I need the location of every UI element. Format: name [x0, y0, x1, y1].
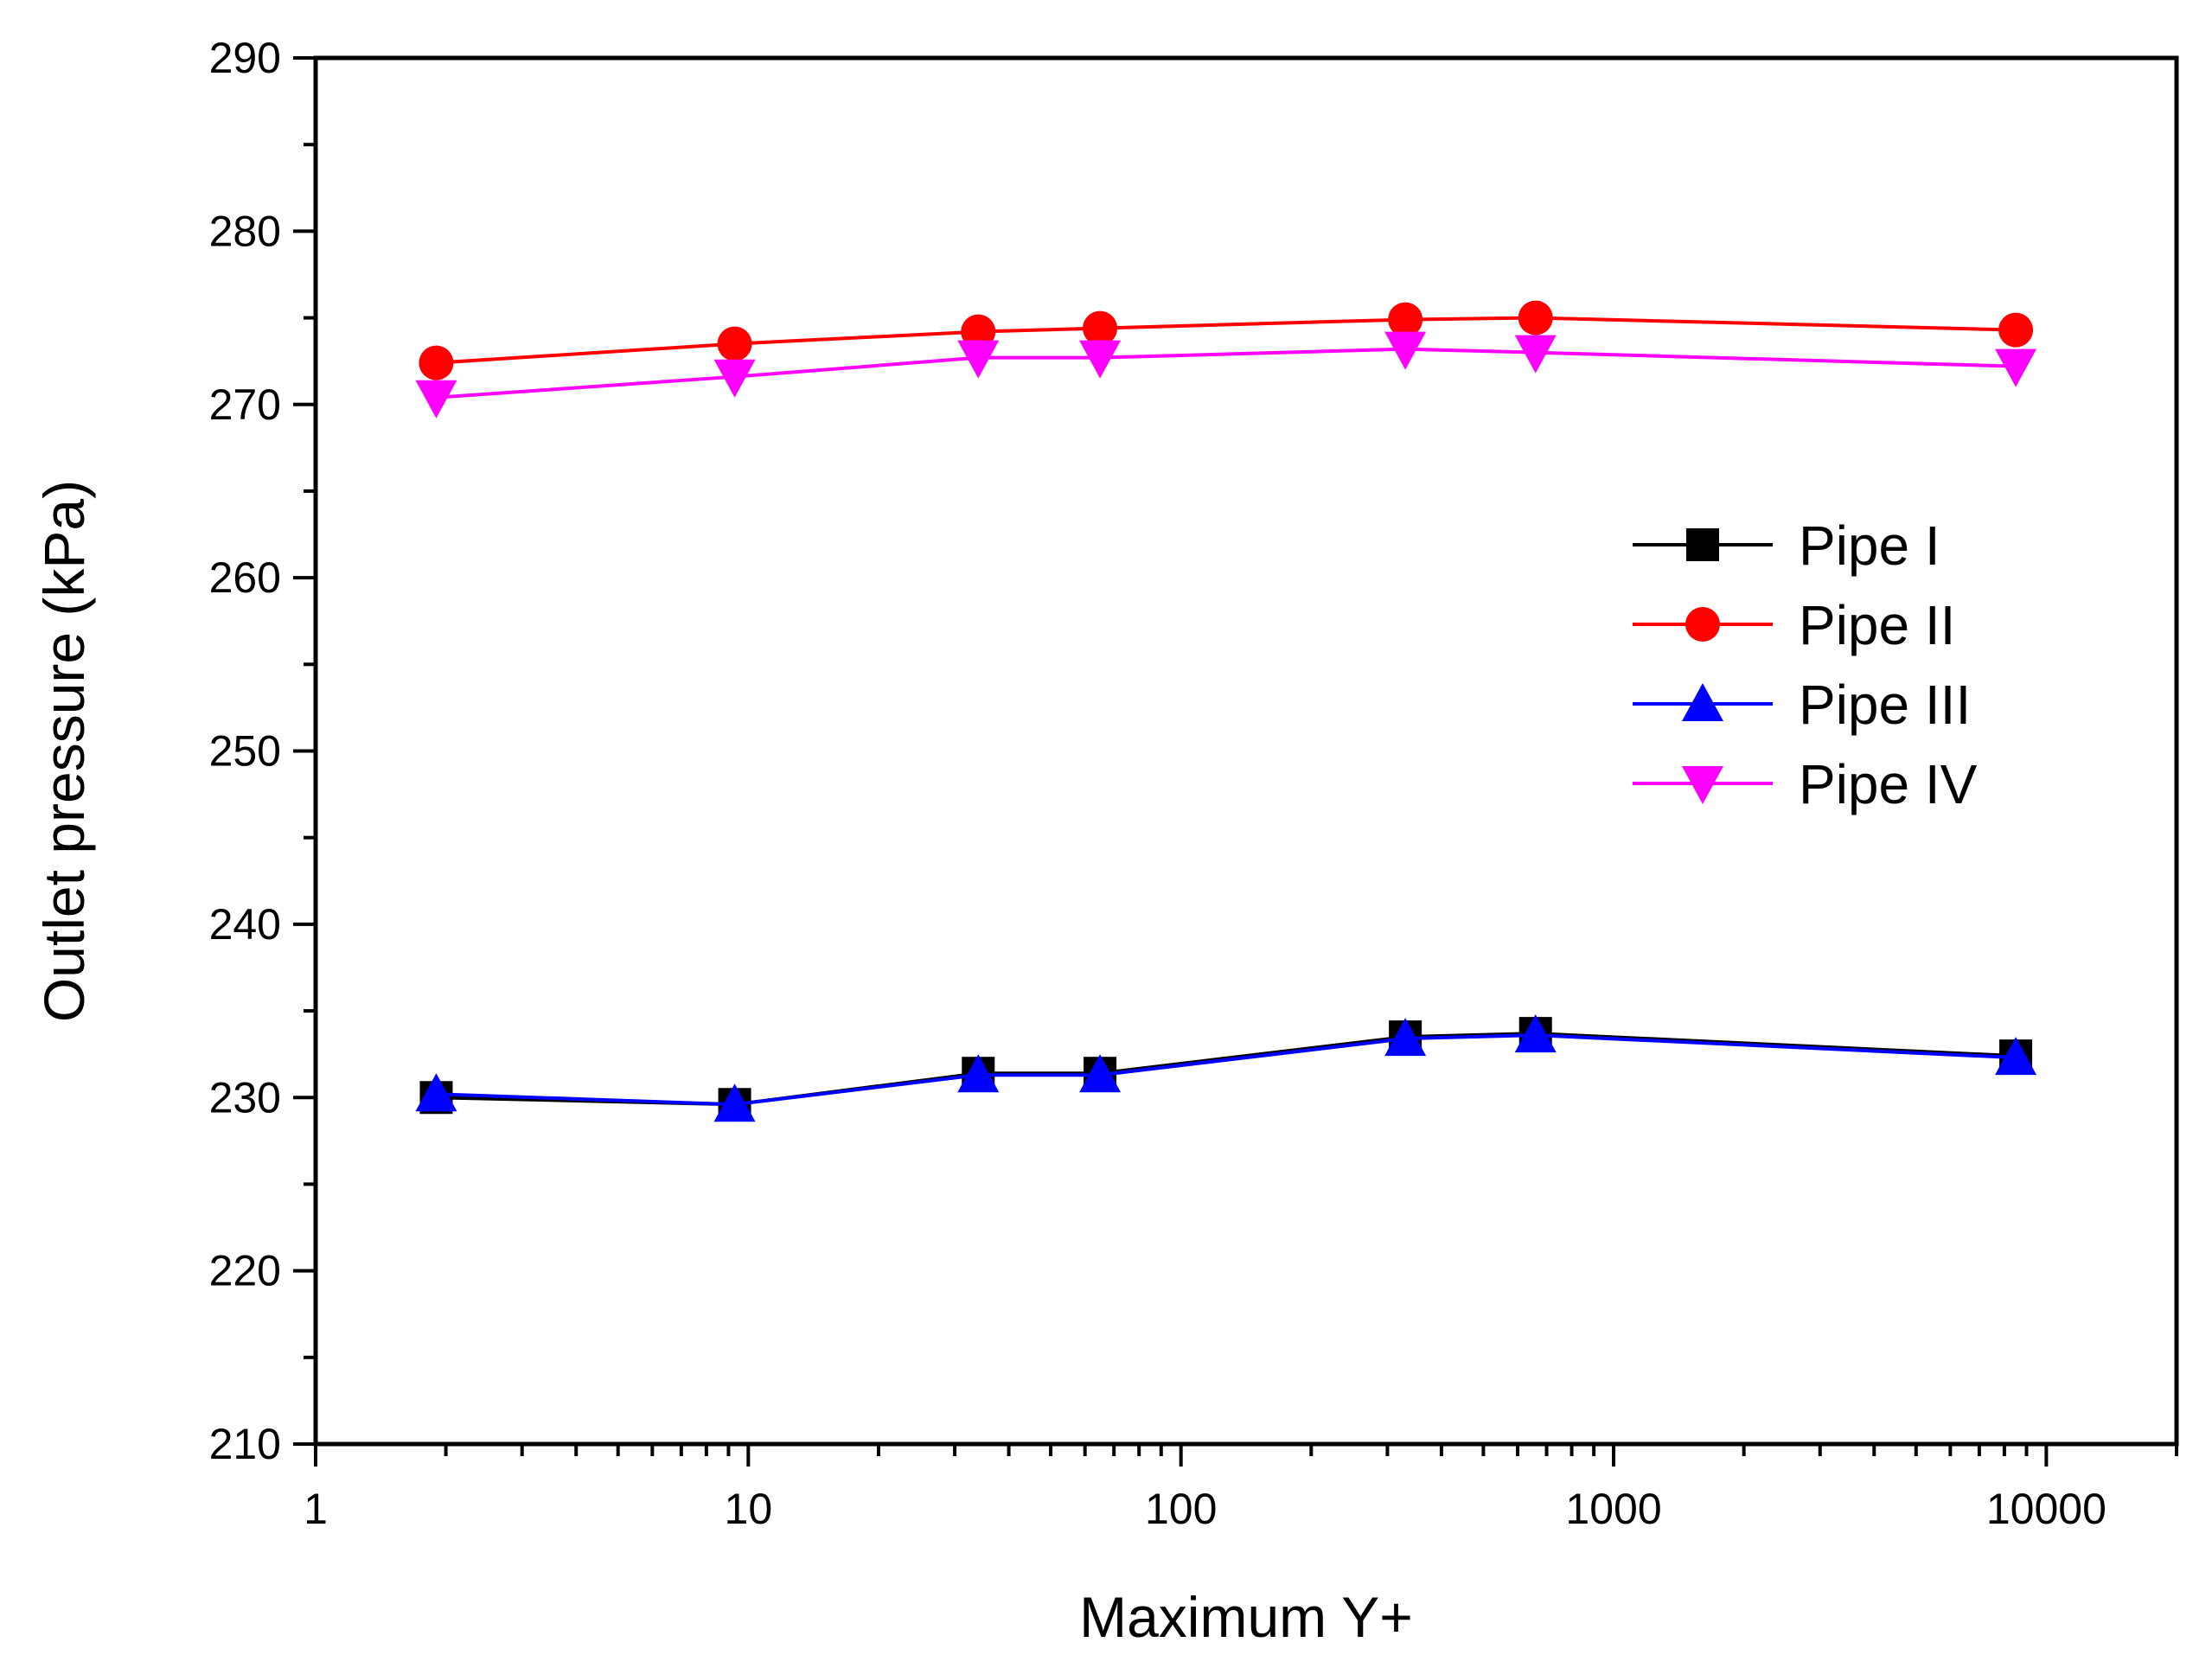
data-point [1388, 302, 1423, 337]
y-tick-label: 270 [209, 380, 281, 429]
axes: 210 220 230 240 250 260 270 280 290 1 10 100 1000 100… [209, 34, 2179, 1533]
series-pipe-iii [415, 1014, 2037, 1122]
data-point [713, 1083, 756, 1122]
data-point [1514, 1014, 1557, 1053]
y-tick-label: 230 [209, 1073, 281, 1122]
y-tick-label: 210 [209, 1420, 281, 1468]
data-point [957, 340, 1000, 379]
series-line [436, 316, 2017, 365]
data-point [1079, 340, 1122, 379]
data-point [717, 326, 752, 361]
legend-label: Pipe IV [1799, 753, 1978, 815]
series-line [436, 347, 2017, 399]
x-tick-label: 100 [1145, 1485, 1217, 1533]
y-tick-label: 250 [209, 727, 281, 776]
data-point [1514, 335, 1557, 374]
x-tick-label: 1 [304, 1485, 328, 1533]
legend-label: Pipe III [1799, 674, 1971, 736]
series-line [436, 1032, 2017, 1107]
data-point [1083, 310, 1118, 346]
data-point [1995, 348, 2037, 387]
y-tick-label: 260 [209, 553, 281, 602]
legend: Pipe I Pipe II Pipe III Pipe IV [1633, 514, 1978, 815]
legend-item: Pipe II [1633, 594, 1955, 656]
data-point [415, 380, 457, 419]
legend-item: Pipe III [1633, 674, 1971, 736]
y-axis-title: Outlet pressure (kPa) [32, 480, 96, 1022]
series-line [436, 1033, 2017, 1107]
legend-marker [1682, 766, 1723, 804]
plot-series [415, 300, 2037, 1122]
legend-label: Pipe II [1799, 594, 1955, 656]
series-pipe-iv [415, 331, 2037, 419]
data-point [957, 1054, 1000, 1093]
y-tick-label: 280 [209, 207, 281, 255]
data-point [1079, 1054, 1122, 1093]
data-point [1995, 1037, 2037, 1076]
legend-marker [1686, 528, 1719, 561]
legend-label: Pipe I [1799, 514, 1940, 577]
plot-frame [313, 55, 2179, 1447]
data-point [713, 359, 756, 398]
data-point [1518, 300, 1553, 336]
legend-item: Pipe I [1633, 514, 1940, 577]
y-tick-label: 220 [209, 1247, 281, 1295]
data-point [415, 1073, 457, 1112]
data-point [1998, 312, 2034, 348]
series-pipe-ii [419, 300, 2034, 380]
x-tick-label: 10 [725, 1485, 773, 1533]
y-tick-label: 240 [209, 900, 281, 949]
data-point [961, 314, 996, 349]
data-point [1384, 331, 1427, 370]
legend-item: Pipe IV [1633, 753, 1978, 815]
legend-marker [1682, 683, 1723, 721]
x-tick-label: 10000 [1986, 1485, 2107, 1533]
x-axis-title: Maximum Y+ [1079, 1585, 1413, 1649]
data-point [1384, 1018, 1427, 1057]
x-tick-label: 1000 [1565, 1485, 1661, 1533]
legend-marker [1685, 607, 1720, 642]
y-tick-label: 290 [209, 34, 281, 82]
series-pipe-i [419, 1017, 2033, 1122]
data-point [419, 345, 454, 380]
